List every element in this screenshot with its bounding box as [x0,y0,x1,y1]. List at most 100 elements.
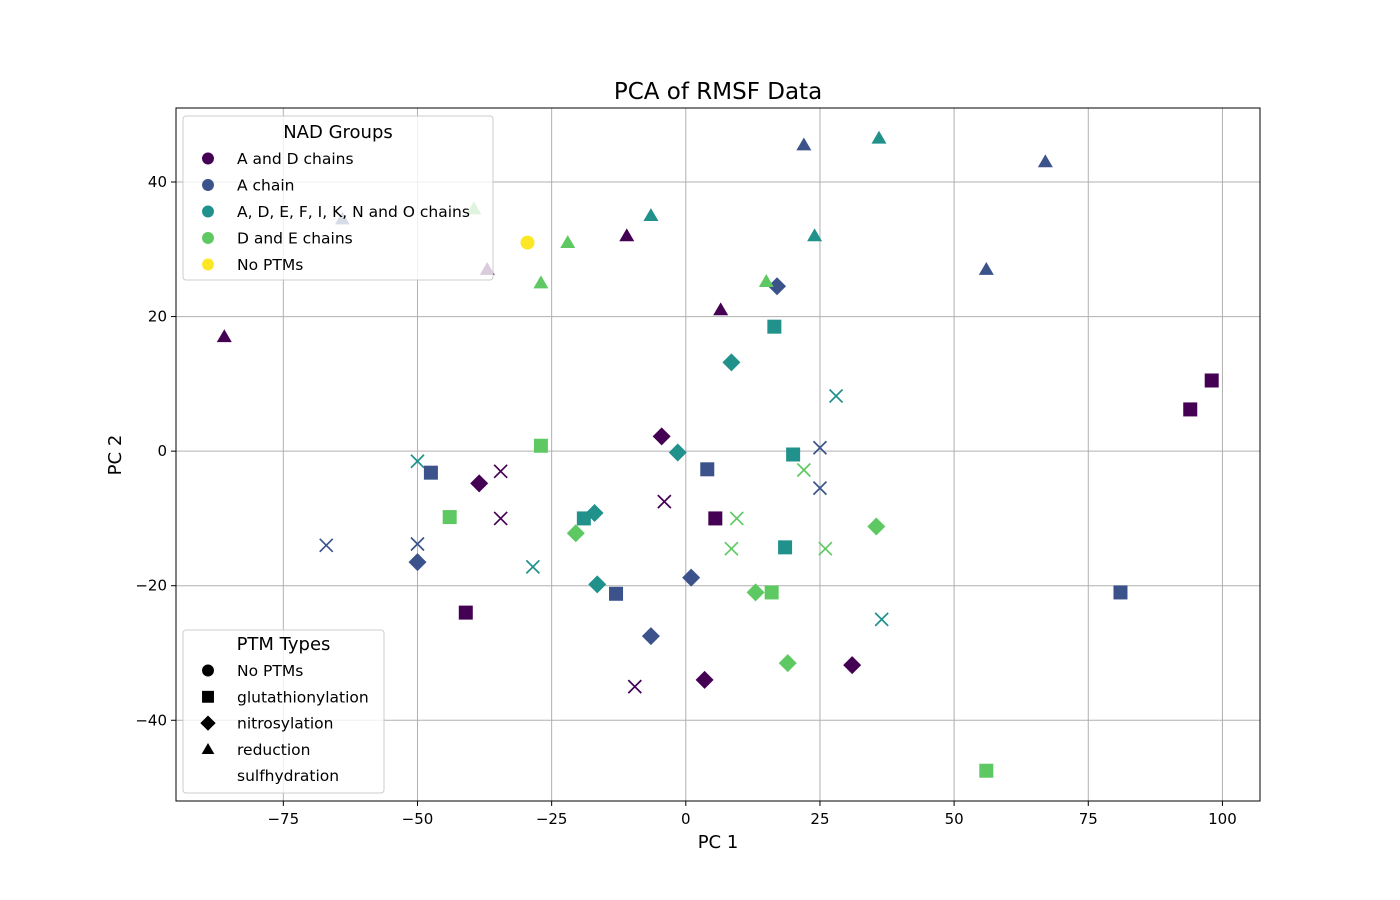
data-point-square [423,465,438,480]
data-point-x [493,511,508,526]
legend-label: sulfhydration [237,767,339,785]
legends: NAD Groups A and D chains A chain A, D, E, … [182,115,494,794]
data-point-square [778,540,793,555]
x-tick-label: 100 [1208,810,1237,828]
legend-label: No PTMs [237,256,303,274]
data-point-diamond [588,575,607,594]
data-point-diamond [652,427,671,446]
legend-marker-triangle [201,743,215,754]
data-point-diamond [695,670,714,689]
data-point-square [786,447,801,462]
legend-nad-groups: NAD Groups A and D chains A chain A, D, E, … [182,115,494,281]
legend-marker-circle [202,152,214,165]
data-point-square [533,438,548,453]
data-point-diamond [768,277,787,296]
x-tick-label: 50 [945,810,964,828]
data-point-square [1204,373,1219,388]
legend-label: reduction [237,741,310,759]
data-point-triangle [871,130,887,144]
data-point-triangle [713,302,729,316]
x-tick-label: −50 [402,810,434,828]
legend-label: D and E chains [237,230,353,248]
data-point-triangle [216,329,232,343]
data-point-diamond [867,517,886,536]
data-point-x [812,440,828,455]
data-point-x [796,462,811,478]
legend-marker-square [202,690,214,703]
x-tick-label: 75 [1079,810,1098,828]
chart-title: PCA of RMSF Data [614,79,822,105]
data-point-x [410,454,425,469]
data-point-triangle [643,208,659,222]
data-point-x [627,679,642,694]
data-point-x [729,511,744,526]
data-point-diamond [778,654,797,673]
data-point-triangle [796,137,812,151]
data-point-diamond [566,524,585,543]
y-axis-label: PC 2 [105,435,126,476]
plot-frame [175,107,1261,802]
y-tick-label: −40 [135,711,167,729]
data-point-x [525,559,540,574]
legend-label: glutathionylation [237,688,369,706]
data-point-square [458,605,473,620]
data-point-square [767,319,782,334]
data-point-circle [520,235,535,250]
x-tick-label: 25 [810,810,829,828]
data-point-x [724,541,739,556]
data-point-x [874,612,889,627]
data-point-triangle [533,275,549,289]
data-point-x [812,481,828,496]
legend-nad-groups-title: NAD Groups [283,122,393,143]
data-point-diamond [408,553,427,572]
legend-ptm-types-frame [182,629,385,794]
legend-marker-circle [202,232,214,244]
data-point-triangle [1037,154,1053,168]
x-axis-label: PC 1 [698,832,739,853]
legend-ptm-types-title: PTM Types [237,634,331,655]
data-point-triangle [619,228,635,242]
data-point-diamond [722,353,741,372]
data-points [216,130,1219,778]
legend-marker-circle [202,664,214,677]
legend-marker-circle [202,179,214,191]
data-point-diamond [668,443,687,462]
legend-label: nitrosylation [237,715,333,733]
data-point-x [828,388,844,404]
y-tick-label: 0 [157,442,167,460]
data-point-square [764,585,779,600]
legend-marker-diamond [200,715,216,731]
axis-ticks: −75 −50 −25 0 25 50 75 100 −40 −20 0 20 40 [135,173,1236,828]
legend-label: No PTMs [237,662,303,680]
data-point-diamond [470,474,489,493]
data-point-x [818,541,833,556]
y-tick-label: 20 [148,308,167,326]
data-point-square [576,511,591,526]
data-point-square [1183,402,1198,417]
data-point-x [493,464,508,479]
data-point-triangle [978,261,994,275]
legend-ptm-types: PTM Types No PTMs glutathionylation nitrosy… [182,629,385,794]
data-point-x [319,538,334,553]
data-point-x [410,536,425,552]
x-tick-label: −75 [267,810,299,828]
x-tick-label: −25 [536,810,568,828]
x-tick-label: 0 [681,810,691,828]
data-point-diamond [641,627,660,646]
data-point-square [1113,585,1128,600]
y-tick-label: 40 [148,173,167,191]
data-point-diamond [682,568,701,587]
data-point-triangle [758,274,774,287]
legend-label: A and D chains [237,150,354,168]
data-point-triangle [560,235,576,248]
legend-nad-groups-frame [182,115,494,281]
data-point-square [700,462,715,477]
legend-label: A chain [237,177,295,195]
data-point-square [442,510,457,525]
legend-label: A, D, E, F, I, K, N and O chains [237,203,470,221]
data-point-square [979,763,994,778]
data-point-diamond [746,583,765,602]
y-tick-label: −20 [135,577,167,595]
data-point-square [708,511,723,526]
